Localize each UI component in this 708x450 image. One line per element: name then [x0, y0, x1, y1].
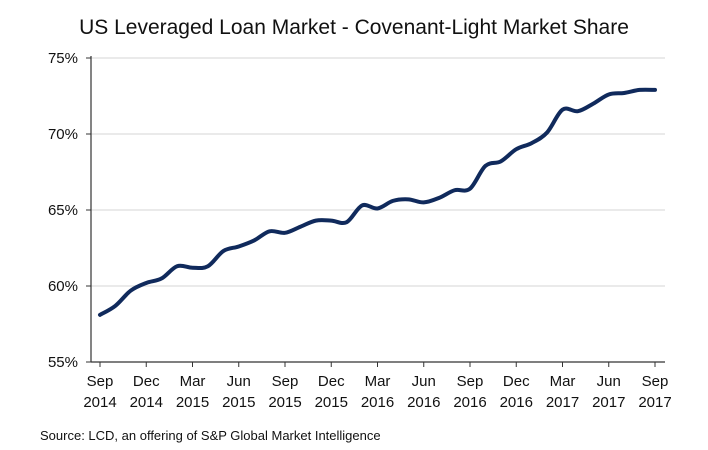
y-tick-label: 75% — [48, 50, 78, 67]
series-line — [98, 87, 657, 317]
x-tick-label: Mar — [550, 373, 576, 390]
x-tick-label-year: 2015 — [268, 394, 301, 411]
y-tick-label: 65% — [48, 202, 78, 219]
x-tick-label: Sep — [87, 373, 114, 390]
source-note: Source: LCD, an offering of S&P Global M… — [40, 428, 381, 443]
x-tick-label: Jun — [412, 373, 436, 390]
chart-title: US Leveraged Loan Market - Covenant-Ligh… — [79, 16, 629, 39]
x-tick-label: Sep — [642, 373, 669, 390]
x-tick-label-year: 2017 — [546, 394, 579, 411]
x-tick-label: Mar — [365, 373, 391, 390]
x-tick-label-year: 2014 — [130, 394, 163, 411]
x-tick-label-year: 2015 — [315, 394, 348, 411]
x-tick-label-year: 2015 — [176, 394, 209, 411]
x-tick-label: Mar — [180, 373, 206, 390]
x-tick-label-year: 2016 — [361, 394, 394, 411]
x-tick-label-year: 2016 — [407, 394, 440, 411]
y-tick-label: 60% — [48, 278, 78, 295]
x-tick-label: Sep — [272, 373, 299, 390]
x-tick-label-year: 2016 — [453, 394, 486, 411]
x-tick-label-year: 2014 — [83, 394, 116, 411]
x-tick-label-year: 2017 — [592, 394, 625, 411]
x-tick-label-year: 2015 — [222, 394, 255, 411]
x-tick-label: Dec — [318, 373, 345, 390]
x-tick-label: Jun — [597, 373, 621, 390]
y-tick-label: 70% — [48, 126, 78, 143]
x-tick-label: Sep — [457, 373, 484, 390]
x-tick-label: Jun — [227, 373, 251, 390]
y-tick-label: 55% — [48, 354, 78, 371]
x-tick-label: Dec — [503, 373, 530, 390]
x-tick-label-year: 2017 — [638, 394, 671, 411]
x-tick-label-year: 2016 — [500, 394, 533, 411]
x-tick-label: Dec — [133, 373, 160, 390]
